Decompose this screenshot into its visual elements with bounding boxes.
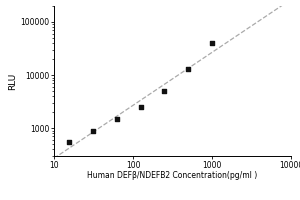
Point [91, 129, 95, 132]
Point [115, 117, 119, 120]
Point [162, 89, 167, 93]
Point [210, 42, 214, 45]
Y-axis label: RLU: RLU [8, 72, 17, 90]
Point [138, 105, 143, 109]
Point [186, 67, 190, 71]
X-axis label: Human DEFβ/NDEFB2 Concentration(pg/ml ): Human DEFβ/NDEFB2 Concentration(pg/ml ) [87, 171, 258, 180]
Point [67, 140, 72, 143]
